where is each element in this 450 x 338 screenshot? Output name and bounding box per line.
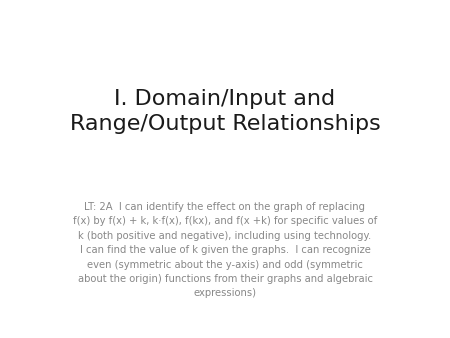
- Text: LT: 2A  I can identify the effect on the graph of replacing
f(x) by f(x) + k, k·: LT: 2A I can identify the effect on the …: [73, 202, 377, 298]
- Text: I. Domain/Input and
Range/Output Relationships: I. Domain/Input and Range/Output Relatio…: [70, 89, 380, 134]
